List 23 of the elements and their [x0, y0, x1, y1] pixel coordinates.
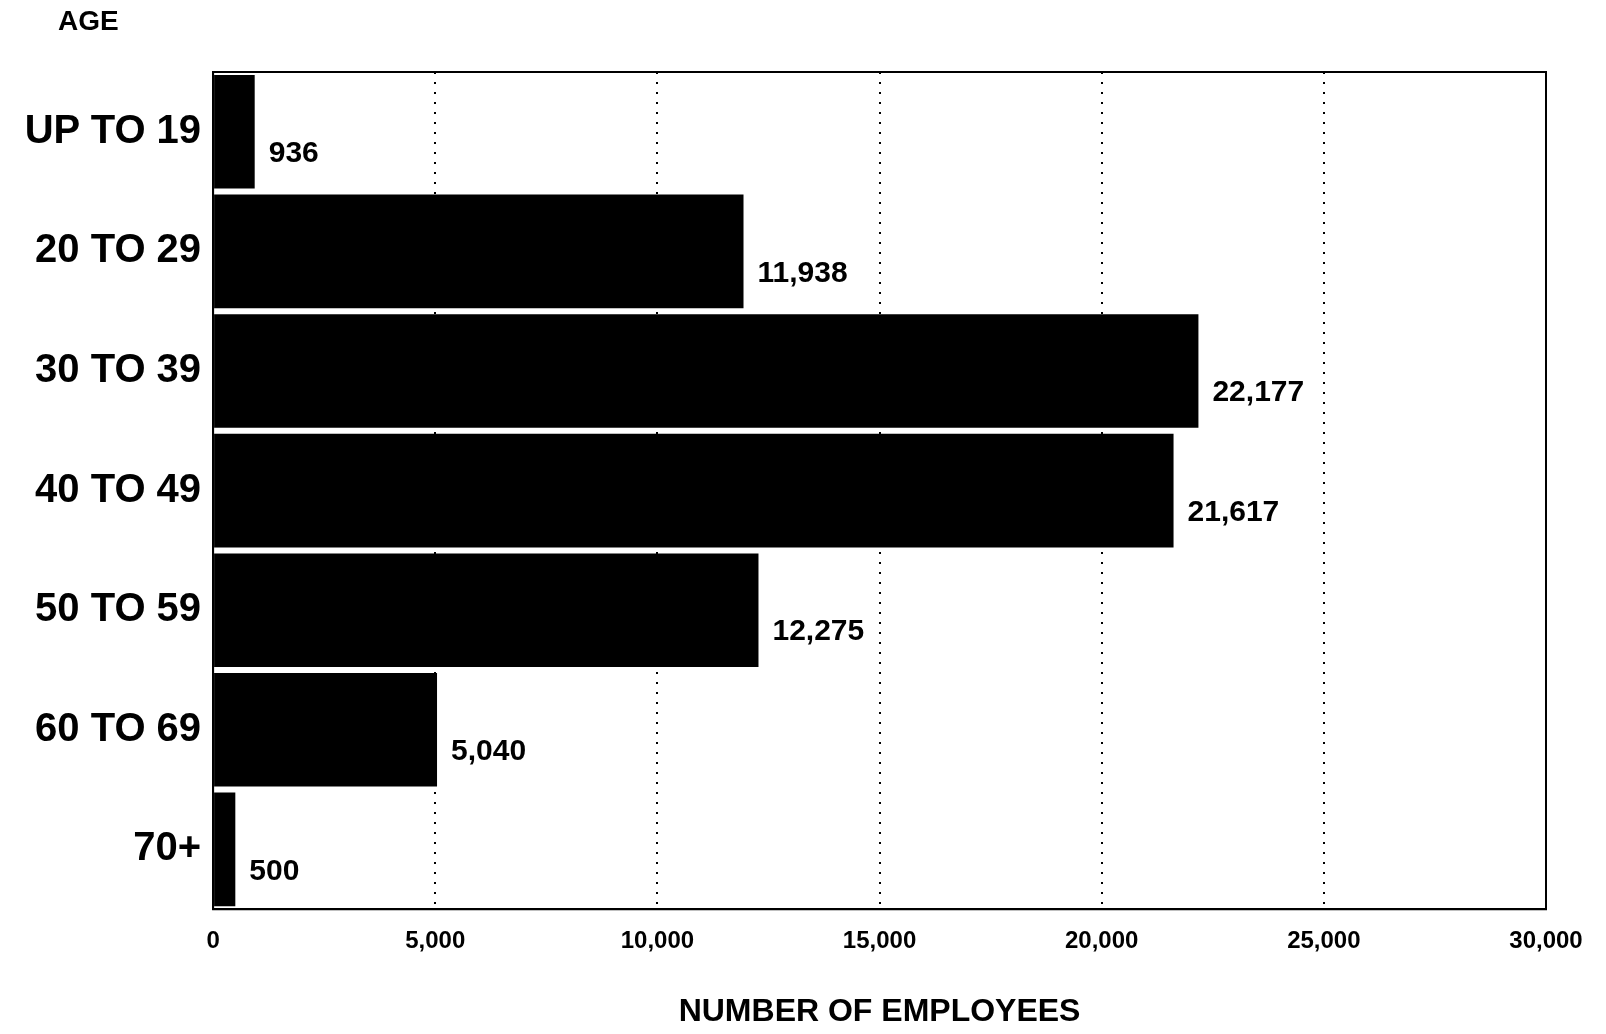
y-tick-label: UP TO 19 [24, 106, 202, 151]
y-tick-label: 50 TO 59 [35, 585, 202, 630]
data-label: 12,275 [772, 613, 865, 647]
y-axis-title: AGE [58, 4, 119, 36]
x-tick-label: 0 [206, 926, 220, 954]
data-label: 21,617 [1187, 493, 1280, 527]
y-tick-label: 20 TO 29 [35, 226, 202, 271]
x-tick-label: 15,000 [842, 926, 917, 954]
data-label: 11,938 [757, 254, 848, 288]
data-label: 936 [268, 135, 319, 169]
x-tick-label: 10,000 [620, 926, 695, 954]
data-label: 22,177 [1212, 374, 1305, 408]
x-tick-label: 25,000 [1287, 926, 1361, 954]
x-tick-label: 30,000 [1509, 926, 1583, 954]
x-tick-label: 20,000 [1065, 926, 1139, 954]
x-tick-label: 5,000 [405, 926, 466, 954]
y-tick-label: 40 TO 49 [35, 465, 202, 510]
y-tick-label: 70+ [133, 824, 202, 869]
x-axis-title: NUMBER OF EMPLOYEES [678, 991, 1081, 1028]
data-label: 5,040 [451, 733, 527, 767]
y-tick-label: 60 TO 69 [35, 704, 202, 749]
data-label: 500 [249, 852, 300, 886]
y-tick-label: 30 TO 39 [35, 346, 202, 391]
